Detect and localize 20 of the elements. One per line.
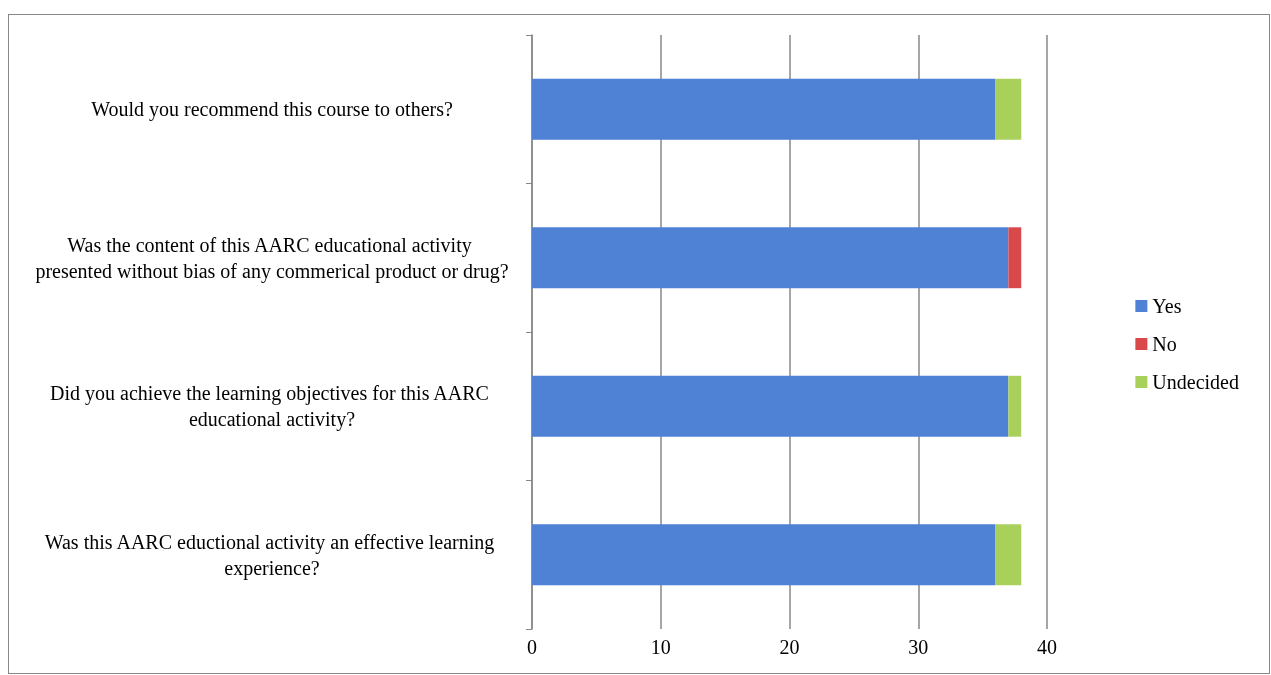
x-tick-label: 10 xyxy=(650,636,671,658)
bar xyxy=(1008,375,1022,437)
x-tick-label: 0 xyxy=(527,636,537,658)
y-tick-label: Would you recommend this course to others? xyxy=(91,98,453,122)
legend-label: No xyxy=(1152,333,1177,355)
bar xyxy=(532,78,996,140)
bar xyxy=(1008,227,1022,289)
bar xyxy=(532,375,1009,437)
x-tick-label: 40 xyxy=(1037,636,1057,658)
x-tick-label: 20 xyxy=(779,636,800,658)
bar xyxy=(995,524,1022,586)
bar xyxy=(532,227,1009,289)
y-tick-label: Was this AARC eductional activity an effective learning experience? xyxy=(44,530,500,580)
legend-label: Yes xyxy=(1152,295,1182,317)
bar xyxy=(995,78,1022,140)
x-tick-label: 30 xyxy=(908,636,929,658)
legend-label: Undecided xyxy=(1152,371,1240,393)
y-tick-label: Did you achieve the learning objectives for this AARC educational activity? xyxy=(50,382,494,432)
bar xyxy=(532,524,996,586)
y-tick-label: Was the content of this AARC educational activity presented without bias of any commerical product or drug? xyxy=(35,233,509,283)
